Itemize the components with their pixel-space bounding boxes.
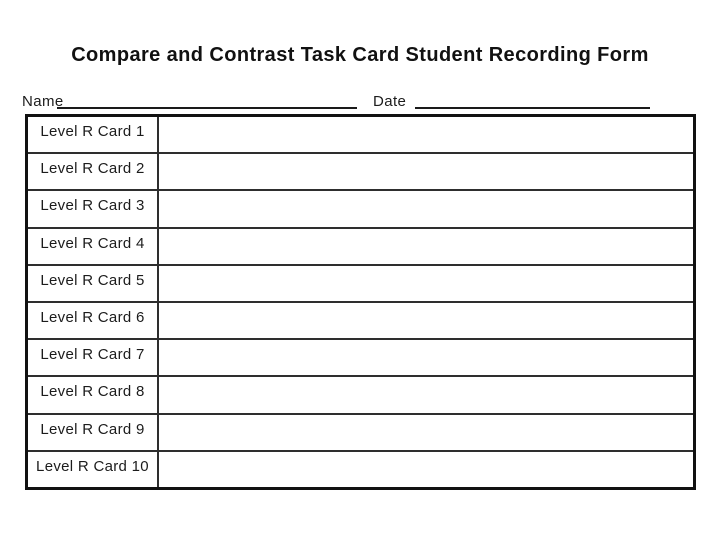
table-row: Level R Card 7 bbox=[28, 338, 693, 376]
name-label: Name bbox=[22, 93, 64, 110]
response-area[interactable] bbox=[159, 229, 693, 264]
table-row: Level R Card 3 bbox=[28, 189, 693, 227]
name-blank-line[interactable] bbox=[57, 95, 357, 109]
table-row: Level R Card 5 bbox=[28, 263, 693, 302]
table-row: Level R Card 8 bbox=[28, 375, 693, 413]
table-row: Level R Card 4 bbox=[28, 226, 693, 264]
response-area[interactable] bbox=[159, 154, 693, 189]
card-label: Level R Card 10 bbox=[28, 451, 159, 488]
card-label: Level R Card 9 bbox=[28, 414, 159, 450]
card-label: Level R Card 4 bbox=[28, 228, 159, 264]
table-row: Level R Card 2 bbox=[28, 152, 693, 190]
recording-table: Level R Card 1 Level R Card 2 Level R Ca… bbox=[25, 114, 696, 490]
card-label: Level R Card 1 bbox=[28, 117, 159, 153]
response-area[interactable] bbox=[159, 415, 693, 450]
response-area[interactable] bbox=[159, 377, 693, 412]
card-label: Level R Card 6 bbox=[28, 303, 159, 339]
date-blank-line[interactable] bbox=[415, 95, 650, 109]
response-area[interactable] bbox=[159, 303, 693, 338]
date-label: Date bbox=[373, 93, 407, 110]
response-area[interactable] bbox=[159, 117, 693, 152]
table-row: Level R Card 9 bbox=[28, 412, 693, 450]
page-title: Compare and Contrast Task Card Student R… bbox=[71, 44, 649, 66]
response-area[interactable] bbox=[159, 340, 693, 375]
card-label: Level R Card 3 bbox=[28, 191, 159, 227]
response-area[interactable] bbox=[159, 266, 693, 301]
response-area[interactable] bbox=[159, 191, 693, 226]
card-label: Level R Card 8 bbox=[28, 377, 159, 413]
response-area[interactable] bbox=[159, 452, 693, 487]
card-label: Level R Card 5 bbox=[28, 265, 159, 302]
table-row: Level R Card 10 bbox=[28, 449, 693, 488]
card-label: Level R Card 2 bbox=[28, 154, 159, 190]
table-row: Level R Card 6 bbox=[28, 301, 693, 339]
card-label: Level R Card 7 bbox=[28, 340, 159, 376]
table-row: Level R Card 1 bbox=[28, 117, 693, 153]
